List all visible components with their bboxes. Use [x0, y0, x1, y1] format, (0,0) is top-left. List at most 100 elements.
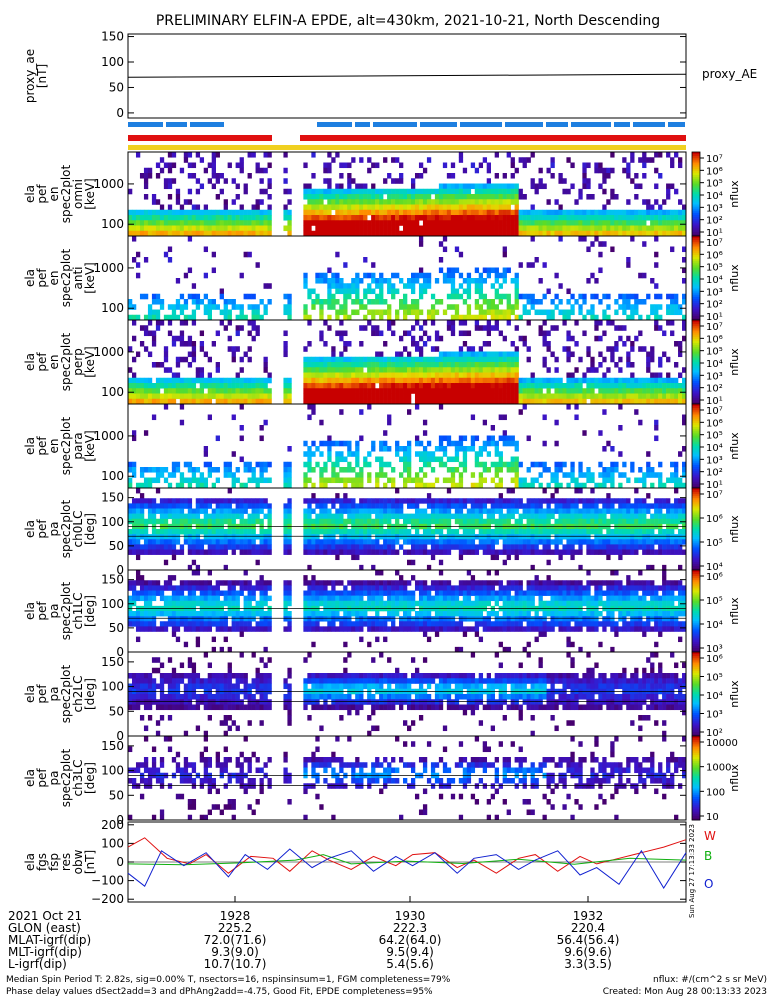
spec-4-cell — [184, 462, 188, 468]
spec-2-cell — [419, 310, 423, 316]
spec-1-cell — [164, 163, 168, 169]
spec-5-cell — [598, 534, 602, 539]
spec-3-cell — [128, 383, 132, 389]
spec-5-cell — [244, 529, 248, 534]
spec-5-cell — [399, 529, 403, 534]
spec-3-cell — [479, 362, 483, 368]
spec-1-cell — [264, 189, 268, 195]
spec-3-cell — [268, 378, 272, 384]
spec-3-cell — [491, 383, 495, 389]
spec-3-cell — [248, 388, 252, 394]
spec-4-cell — [303, 478, 307, 484]
spec-4-cell — [519, 483, 523, 489]
spec-5-cell — [483, 529, 487, 534]
spec-4-cell — [487, 436, 491, 442]
spec-3-cell — [240, 325, 244, 331]
spec-5-cell — [499, 498, 503, 503]
spec-4-cell — [164, 467, 168, 473]
spec-1-cell — [228, 163, 232, 169]
spec-3-cell — [499, 357, 503, 363]
spec-1-cell — [614, 220, 618, 226]
spec-3-cell — [634, 378, 638, 384]
spec-3-cell — [451, 362, 455, 368]
spec-3-cell — [347, 373, 351, 379]
spec-5-cell — [471, 529, 475, 534]
spec-2-cell — [634, 299, 638, 305]
spec-3-cell — [244, 399, 248, 405]
spec-2-cell — [371, 310, 375, 316]
spec-3-cell — [427, 378, 431, 384]
spec-1-cell — [224, 205, 228, 211]
spec-1-cell — [180, 205, 184, 211]
spec-2-cell — [335, 273, 339, 279]
spec-3-cell — [582, 399, 586, 405]
spec-5-cell — [455, 498, 459, 503]
spec-1-cell — [339, 199, 343, 205]
spec-1-cell — [455, 194, 459, 200]
spec-1-cell — [307, 199, 311, 205]
spec-5-cell — [427, 529, 431, 534]
spec-5-cell — [395, 519, 399, 524]
spec-4-cell — [383, 446, 387, 452]
spec-3-cell — [252, 320, 256, 326]
spec-2-cell — [499, 283, 503, 289]
spec-1-cell — [586, 210, 590, 216]
spec-2-cell — [467, 294, 471, 300]
spec-4-cell — [570, 462, 574, 468]
spec-1-cell — [471, 194, 475, 200]
spec-5-cell — [415, 534, 419, 539]
proxy-ae-ylabel-1: [nT] — [35, 64, 49, 88]
spec-1-cell — [144, 173, 148, 179]
spec-1-cell — [642, 157, 646, 163]
spec-3-cell — [602, 331, 606, 337]
spec-3-cell — [507, 367, 511, 373]
spec-4-cell — [618, 472, 622, 478]
spec-1-cell — [443, 231, 447, 237]
spec-3-cell — [463, 378, 467, 384]
spec-3-cell — [355, 399, 359, 405]
spec-1-cell — [403, 205, 407, 211]
spec-3-cell — [491, 357, 495, 363]
spec-3-cell — [495, 362, 499, 368]
spec-3-cell — [602, 378, 606, 384]
spec-3-cell — [148, 394, 152, 400]
spec-1-cell — [483, 189, 487, 195]
spec-1-cell — [447, 210, 451, 216]
spec-5-cell — [499, 534, 503, 539]
spec-5-cell — [547, 509, 551, 514]
spec-3-cell — [479, 367, 483, 373]
spec-3-cell — [148, 399, 152, 405]
spec-3-cell — [411, 357, 415, 363]
spec-1-cell — [303, 194, 307, 200]
spec-3-cell — [479, 388, 483, 394]
spec-4-cell — [319, 451, 323, 457]
spec-4-cell — [527, 467, 531, 473]
spec-5-cell — [140, 498, 144, 503]
spec-2-cell — [527, 262, 531, 268]
spec-3-cell — [503, 336, 507, 342]
spec-3-cell — [323, 362, 327, 368]
spec-3-cell — [375, 352, 379, 358]
spec-3-cell — [184, 341, 188, 347]
spec-1-cell — [618, 231, 622, 237]
spec-2-cell — [339, 278, 343, 284]
spec-1-cell — [180, 168, 184, 174]
spec-2-cell — [156, 310, 160, 316]
spec-4-cell — [479, 483, 483, 489]
spec-3-cell — [531, 388, 535, 394]
spec-2-cell — [650, 278, 654, 284]
spec-1-cell — [391, 205, 395, 211]
spec-3-cell — [419, 362, 423, 368]
spec-4-cell — [399, 457, 403, 463]
spec-1-cell — [634, 220, 638, 226]
spec-3-cell — [355, 373, 359, 379]
spec-3-cell — [467, 362, 471, 368]
spec-2-cell — [204, 273, 208, 279]
spec-4-cell — [347, 441, 351, 447]
spec-5-cell — [260, 509, 264, 514]
spec-3-cell — [244, 388, 248, 394]
spec-1-cell — [323, 210, 327, 216]
spec-2-cell — [196, 294, 200, 300]
spec-1-cell — [447, 215, 451, 221]
spec-4-cell — [180, 420, 184, 426]
